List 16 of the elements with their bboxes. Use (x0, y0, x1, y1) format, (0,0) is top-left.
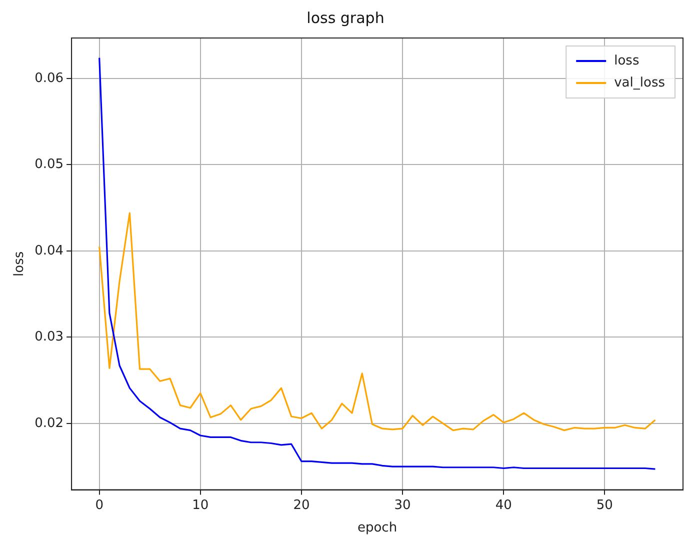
x-axis-title: epoch (357, 520, 398, 536)
y-tick-label: 0.02 (34, 416, 64, 431)
chart-title: loss graph (306, 8, 384, 27)
x-tick-label: 10 (192, 498, 209, 513)
x-tick-label: 0 (95, 498, 104, 513)
y-tick-label: 0.03 (34, 330, 64, 345)
y-tick-label: 0.06 (34, 70, 64, 86)
legend-label: loss (614, 53, 640, 68)
x-tick-label: 20 (293, 498, 310, 513)
y-tick-label: 0.04 (34, 243, 64, 258)
y-tick-label: 0.05 (34, 157, 64, 172)
y-axis-title: loss (12, 251, 28, 276)
x-tick-label: 30 (394, 498, 411, 513)
x-tick-label: 40 (495, 498, 512, 513)
x-tick-label: 50 (596, 498, 613, 513)
legend-label: val_loss (614, 75, 666, 90)
